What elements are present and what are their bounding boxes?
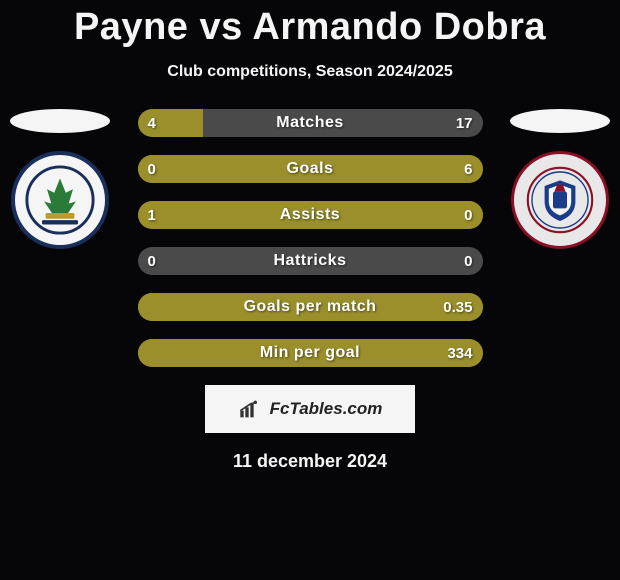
- stat-row: 0.35Goals per match: [138, 293, 483, 321]
- stat-label: Assists: [138, 201, 483, 229]
- stat-row: 06Goals: [138, 155, 483, 183]
- club-crest-left: [11, 151, 109, 249]
- stat-row: 334Min per goal: [138, 339, 483, 367]
- chesterfield-crest-icon: [525, 165, 595, 235]
- player-left-column: [10, 109, 110, 249]
- stat-label: Min per goal: [138, 339, 483, 367]
- player-right-placeholder: [510, 109, 610, 133]
- fctables-logo-icon: [238, 399, 266, 419]
- stat-label: Matches: [138, 109, 483, 137]
- subtitle: Club competitions, Season 2024/2025: [0, 63, 620, 81]
- player-right-column: [510, 109, 610, 249]
- stat-row: 10Assists: [138, 201, 483, 229]
- comparison-panel: 417Matches 06Goals 10Assists 00Hattricks 0.3…: [0, 109, 620, 367]
- stat-label: Hattricks: [138, 247, 483, 275]
- branding-badge: FcTables.com: [205, 385, 415, 433]
- page-title: Payne vs Armando Dobra: [0, 0, 620, 49]
- club-crest-right: [511, 151, 609, 249]
- footer-date: 11 december 2024: [0, 451, 620, 472]
- stat-bars: 417Matches 06Goals 10Assists 00Hattricks 0.3…: [138, 109, 483, 367]
- stat-row: 00Hattricks: [138, 247, 483, 275]
- branding-text: FcTables.com: [270, 399, 383, 419]
- player-left-placeholder: [10, 109, 110, 133]
- stat-row: 417Matches: [138, 109, 483, 137]
- stat-label: Goals per match: [138, 293, 483, 321]
- stat-label: Goals: [138, 155, 483, 183]
- wigan-crest-icon: [24, 164, 96, 236]
